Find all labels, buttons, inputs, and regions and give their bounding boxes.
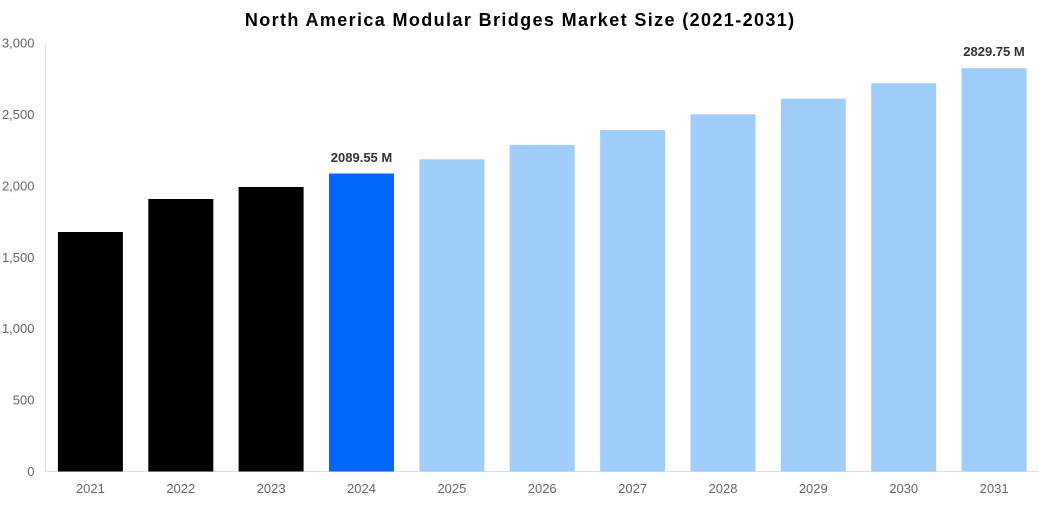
svg-text:2025: 2025 [437, 481, 466, 496]
svg-text:2024: 2024 [347, 481, 376, 496]
svg-text:2021: 2021 [76, 481, 105, 496]
svg-text:2,500: 2,500 [2, 107, 35, 122]
svg-text:North America Modular Bridges: North America Modular Bridges Market Siz… [245, 10, 796, 30]
svg-text:2022: 2022 [166, 481, 195, 496]
svg-text:2027: 2027 [618, 481, 647, 496]
svg-text:2031: 2031 [980, 481, 1009, 496]
svg-text:2029: 2029 [799, 481, 828, 496]
svg-text:2,000: 2,000 [2, 178, 35, 193]
svg-text:2829.75 M: 2829.75 M [963, 44, 1024, 59]
svg-text:3,000: 3,000 [2, 36, 35, 51]
svg-text:0: 0 [27, 464, 34, 479]
svg-text:2089.55 M: 2089.55 M [331, 150, 392, 165]
svg-text:2026: 2026 [528, 481, 557, 496]
svg-text:500: 500 [13, 393, 35, 408]
svg-text:2030: 2030 [889, 481, 918, 496]
svg-text:1,500: 1,500 [2, 250, 35, 265]
svg-text:2028: 2028 [709, 481, 738, 496]
svg-text:2023: 2023 [257, 481, 286, 496]
svg-text:1,000: 1,000 [2, 321, 35, 336]
